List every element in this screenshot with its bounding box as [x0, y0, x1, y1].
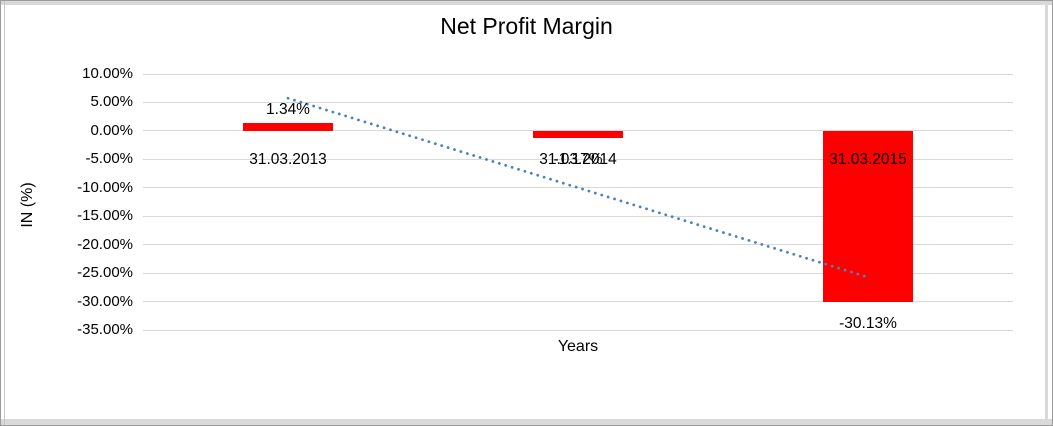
y-tick-label: -5.00%: [85, 150, 133, 168]
y-tick-label: 10.00%: [82, 65, 133, 82]
y-tick-label: -35.00%: [77, 321, 133, 338]
x-category-label: 31.03.2015: [829, 150, 907, 168]
y-tick-label: 0.00%: [90, 121, 133, 139]
bar: [533, 130, 623, 138]
frame-band-bottom: [1, 419, 1052, 425]
gridline: [143, 73, 1013, 75]
y-axis-title: IN (%): [19, 182, 36, 228]
x-axis-title: Years: [557, 338, 599, 355]
y-tick-label: -25.00%: [77, 264, 133, 282]
frame-line-left: [4, 1, 5, 425]
y-tick-label: -15.00%: [77, 207, 133, 225]
y-tick-label: 5.00%: [90, 93, 133, 111]
x-category-label: 31.03.2014: [539, 150, 617, 168]
bar-data-label: 1.34%: [266, 101, 310, 119]
bar-data-label: -1.17%: [553, 150, 603, 168]
bar: [243, 123, 333, 131]
bar-data-label: -30.13%: [839, 315, 897, 333]
chart-title: Net Profit Margin: [440, 13, 613, 39]
gridline: [143, 301, 1013, 303]
x-category-label: 31.03.2013: [249, 150, 327, 168]
y-tick-label: -10.00%: [77, 178, 133, 196]
y-tick-label: -30.00%: [77, 292, 133, 310]
frame-band-right: [1045, 1, 1048, 425]
frame-band-top: [1, 1, 1052, 5]
y-tick-label: -20.00%: [77, 235, 133, 253]
gridline: [143, 329, 1013, 331]
